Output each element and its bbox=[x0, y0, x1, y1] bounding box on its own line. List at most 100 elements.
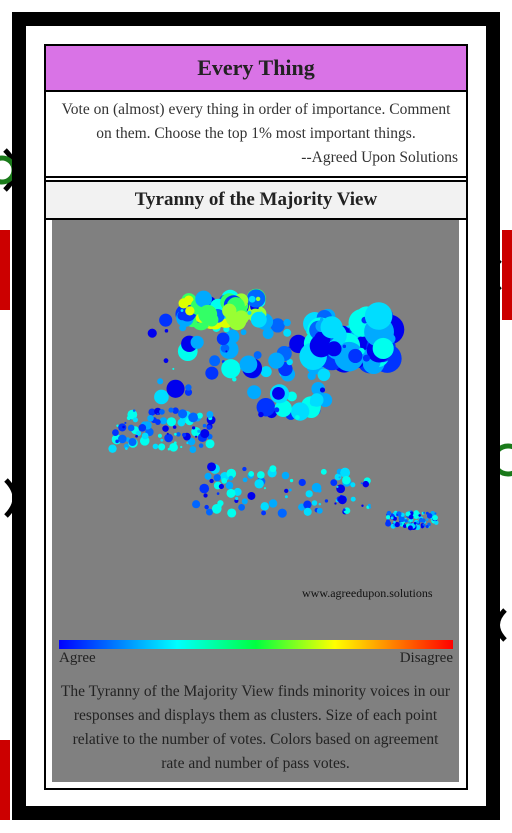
bubble bbox=[418, 514, 421, 517]
bubble bbox=[362, 480, 369, 488]
bubble bbox=[218, 483, 225, 490]
bubble bbox=[303, 500, 312, 509]
bubble bbox=[284, 488, 289, 493]
bubble bbox=[160, 438, 164, 442]
cluster-image bbox=[59, 288, 453, 649]
bubble bbox=[242, 466, 247, 472]
bubble bbox=[203, 493, 208, 498]
bubble bbox=[166, 432, 169, 435]
bubble bbox=[202, 423, 207, 428]
bubble bbox=[122, 425, 125, 429]
bubble bbox=[342, 475, 351, 485]
bubble bbox=[172, 407, 179, 414]
bubble bbox=[268, 352, 285, 369]
bubble bbox=[434, 520, 439, 525]
bubble bbox=[253, 351, 262, 360]
bubble bbox=[261, 510, 267, 516]
bubble bbox=[164, 329, 169, 333]
bubble bbox=[124, 421, 127, 425]
bubble bbox=[178, 298, 189, 309]
bubble bbox=[176, 432, 181, 437]
bubble bbox=[404, 519, 408, 523]
bubble bbox=[255, 296, 261, 302]
bubble bbox=[177, 418, 186, 427]
bubble bbox=[220, 344, 230, 353]
bubble bbox=[283, 318, 291, 327]
bubble bbox=[132, 417, 138, 423]
bubble bbox=[290, 402, 310, 421]
bubble bbox=[227, 508, 237, 518]
bubble bbox=[254, 479, 264, 489]
bubble bbox=[284, 495, 288, 499]
bubble bbox=[316, 507, 323, 514]
bubble bbox=[206, 411, 214, 418]
bubble bbox=[157, 433, 163, 438]
bubble bbox=[226, 488, 236, 498]
bubble bbox=[132, 409, 136, 412]
bubble bbox=[348, 348, 363, 364]
bubble bbox=[289, 478, 294, 483]
bubble bbox=[287, 391, 297, 402]
bubble bbox=[361, 504, 364, 507]
bubble bbox=[148, 408, 156, 416]
bubble bbox=[238, 503, 245, 511]
bubble bbox=[310, 339, 325, 354]
bubble bbox=[162, 425, 169, 432]
bubble bbox=[350, 482, 356, 488]
bubble bbox=[317, 368, 331, 382]
bubble bbox=[216, 492, 220, 495]
bubble bbox=[407, 520, 410, 523]
bubble bbox=[177, 310, 187, 321]
bubble bbox=[235, 496, 239, 501]
bubble bbox=[372, 337, 394, 360]
bubble bbox=[334, 473, 342, 481]
bubble bbox=[247, 310, 252, 315]
bubble bbox=[123, 443, 130, 449]
bubble bbox=[135, 434, 138, 438]
bubble bbox=[405, 511, 411, 517]
bubble bbox=[190, 335, 204, 349]
bubble bbox=[169, 442, 178, 452]
bubble bbox=[233, 310, 249, 325]
bubble bbox=[281, 471, 290, 480]
bubble bbox=[408, 514, 414, 520]
bubble bbox=[154, 389, 169, 405]
bubble bbox=[168, 407, 174, 413]
bubble bbox=[166, 379, 185, 398]
bubble bbox=[248, 471, 255, 477]
bubble bbox=[199, 483, 210, 494]
bubble bbox=[330, 479, 338, 487]
bubble bbox=[225, 350, 228, 353]
bubble bbox=[416, 520, 420, 524]
bubble bbox=[118, 434, 127, 444]
bubble bbox=[342, 508, 346, 512]
bubble bbox=[172, 367, 175, 370]
bubble bbox=[194, 435, 198, 438]
bubble bbox=[399, 516, 405, 523]
bubble bbox=[242, 477, 248, 483]
bubble bbox=[166, 417, 177, 427]
bubble bbox=[305, 490, 313, 498]
bubble bbox=[385, 515, 391, 520]
bubble bbox=[368, 506, 372, 509]
bubble bbox=[364, 302, 393, 330]
bubble bbox=[159, 417, 168, 425]
bubble bbox=[423, 511, 426, 514]
bubble bbox=[196, 412, 203, 419]
bubble bbox=[233, 487, 242, 496]
bubble bbox=[158, 443, 166, 451]
bubble bbox=[263, 487, 267, 490]
bubble bbox=[205, 366, 219, 380]
bubble bbox=[394, 521, 400, 528]
bubble bbox=[164, 433, 173, 443]
bubble bbox=[204, 472, 212, 480]
bubble bbox=[320, 316, 343, 339]
bubble bbox=[286, 358, 293, 366]
bubble bbox=[118, 423, 127, 432]
bubble bbox=[156, 412, 159, 416]
bubble bbox=[209, 478, 214, 484]
bubble bbox=[180, 309, 184, 312]
bubble bbox=[340, 467, 351, 478]
bubble bbox=[141, 432, 149, 440]
bubble bbox=[207, 462, 216, 472]
